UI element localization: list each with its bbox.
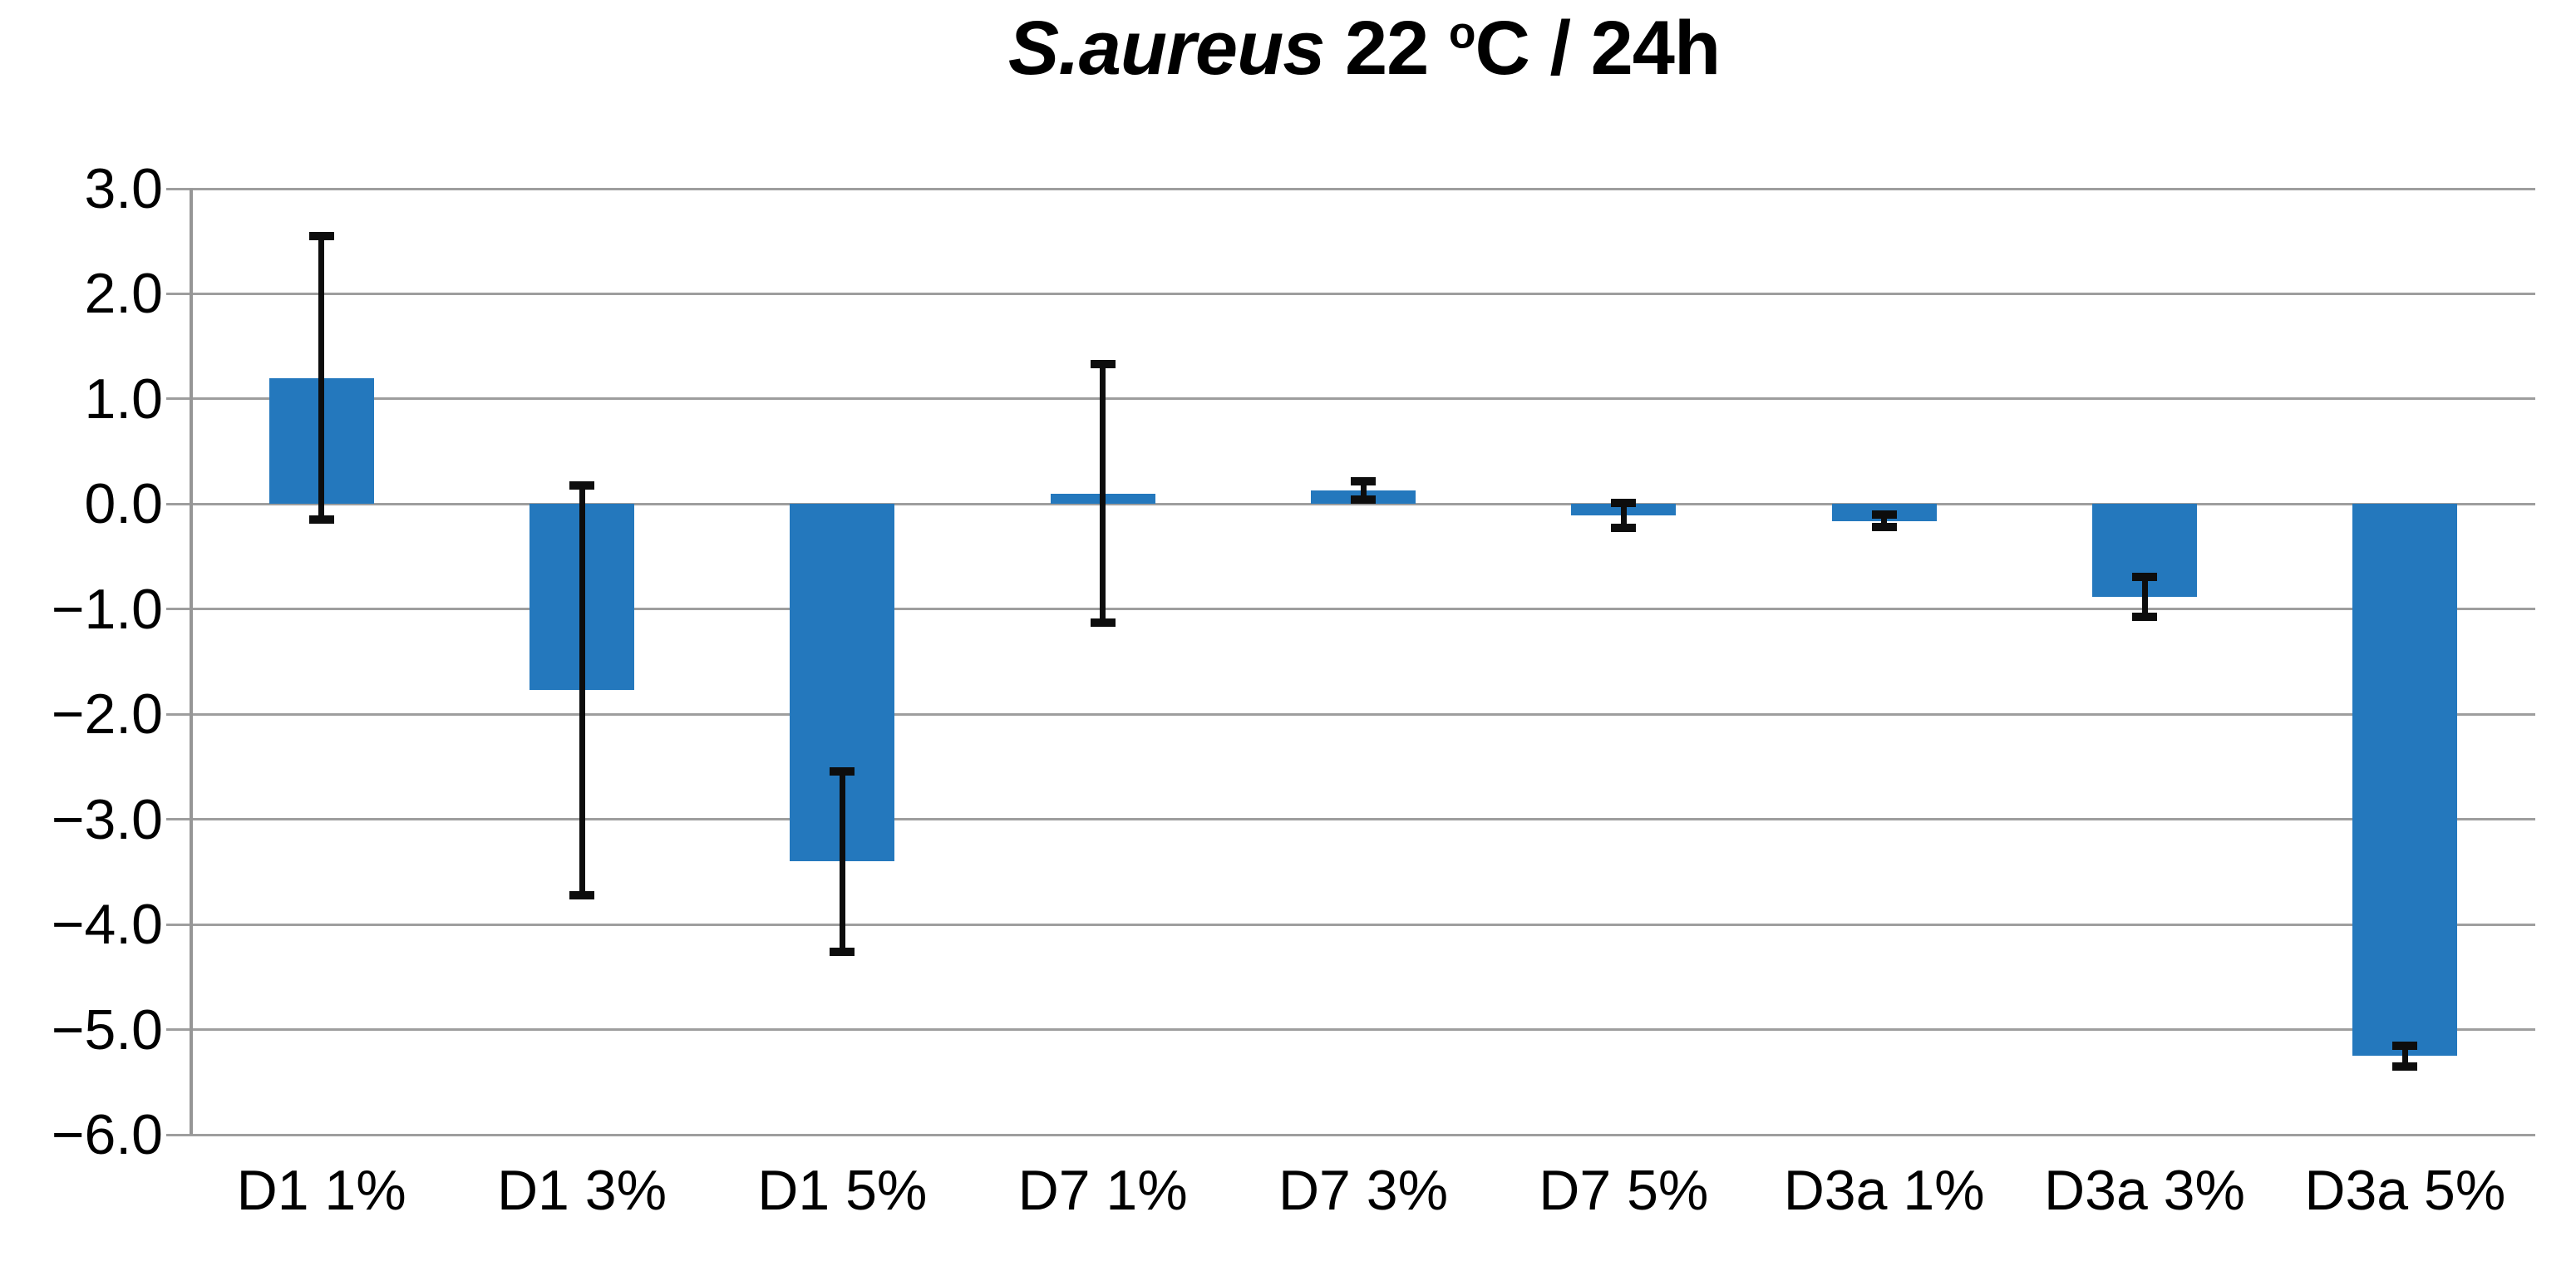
error-bar-d7-5pct [1620,503,1627,529]
y-axis-tick [166,1133,191,1136]
error-bar-d3a-3pct-top-cap [2132,572,2157,581]
error-bar-d7-5pct-top-cap [1611,499,1637,508]
y-axis-tick [166,923,191,926]
error-bar-d7-5pct-bottom-cap [1611,524,1637,533]
x-tick-label-d3a-1pct: D3a 1% [1783,1159,1985,1222]
error-bar-d7-1pct-top-cap [1090,360,1116,369]
gridline [191,397,2535,401]
error-bar-d3a-5pct-bottom-cap [2392,1062,2418,1071]
x-tick-label-d7-5pct: D7 5% [1539,1159,1709,1222]
gridline [191,818,2535,821]
error-bar-d7-3pct-top-cap [1351,476,1376,485]
error-bar-d3a-5pct-top-cap [2392,1041,2418,1050]
x-tick-label-d1-1pct: D1 1% [236,1159,406,1222]
chart-title: S.aureus 22 oC / 24h [191,5,2537,92]
error-bar-d1-5pct-top-cap [830,766,855,776]
y-axis-tick [166,608,191,611]
y-axis-tick [166,292,191,295]
y-axis-tick [166,187,191,190]
y-tick-label: −6.0 [51,1103,163,1166]
error-bar-d1-1pct-top-cap [308,231,334,240]
gridline [191,502,2535,505]
chart-title-species: S.aureus [1007,6,1326,91]
y-tick-label: −5.0 [51,998,163,1062]
chart-title-temperature: 22 [1324,6,1449,91]
error-bar-d3a-1pct-top-cap [1871,510,1897,519]
x-tick-label-d3a-5pct: D3a 5% [2304,1159,2506,1222]
error-bar-d3a-5pct [2401,1045,2408,1067]
gridline [191,187,2535,190]
error-bar-d1-5pct-bottom-cap [830,947,855,956]
y-tick-label: 1.0 [84,367,163,431]
y-axis-tick [166,1028,191,1032]
error-bar-d1-1pct-bottom-cap [308,515,334,525]
bar-d3a-5pct [2352,504,2458,1057]
degree-symbol: o [1448,8,1476,58]
y-tick-label: 0.0 [84,472,163,536]
gridline [191,1133,2535,1136]
error-bar-d1-1pct [318,235,325,520]
gridline [191,923,2535,926]
y-tick-label: −3.0 [51,787,163,851]
error-bar-d1-3pct-bottom-cap [569,890,594,899]
error-bar-d1-5pct [839,771,845,952]
x-tick-label-d1-5pct: D1 5% [757,1159,928,1222]
gridline [191,1028,2535,1032]
error-bar-d1-3pct [579,485,585,895]
gridline [191,712,2535,716]
y-axis-tick [166,818,191,821]
gridline [191,608,2535,611]
error-bar-d7-3pct [1360,480,1367,500]
error-bar-d7-1pct-bottom-cap [1090,618,1116,628]
error-bar-d3a-1pct [1881,514,1888,528]
y-tick-label: −2.0 [51,682,163,746]
y-tick-label: 3.0 [84,157,163,220]
error-bar-d7-3pct-bottom-cap [1351,495,1376,505]
error-bar-d7-1pct [1100,364,1106,623]
error-bar-d3a-3pct-bottom-cap [2132,612,2157,621]
chart-title-suffix: C / 24h [1475,6,1721,91]
x-tick-label-d1-3pct: D1 3% [496,1159,667,1222]
y-tick-label: −1.0 [51,577,163,641]
error-bar-d1-3pct-top-cap [569,480,594,490]
y-tick-label: −4.0 [51,893,163,957]
gridline [191,292,2535,295]
x-tick-label-d3a-3pct: D3a 3% [2044,1159,2245,1222]
y-axis-tick [166,712,191,716]
x-tick-label-d7-3pct: D7 3% [1278,1159,1449,1222]
y-axis-tick [166,502,191,505]
y-axis-line [190,189,193,1135]
error-bar-d3a-1pct-bottom-cap [1871,523,1897,532]
y-tick-label: 2.0 [84,262,163,326]
x-tick-label-d7-1pct: D7 1% [1017,1159,1188,1222]
y-axis-tick [166,397,191,401]
error-bar-d3a-3pct [2141,576,2148,617]
